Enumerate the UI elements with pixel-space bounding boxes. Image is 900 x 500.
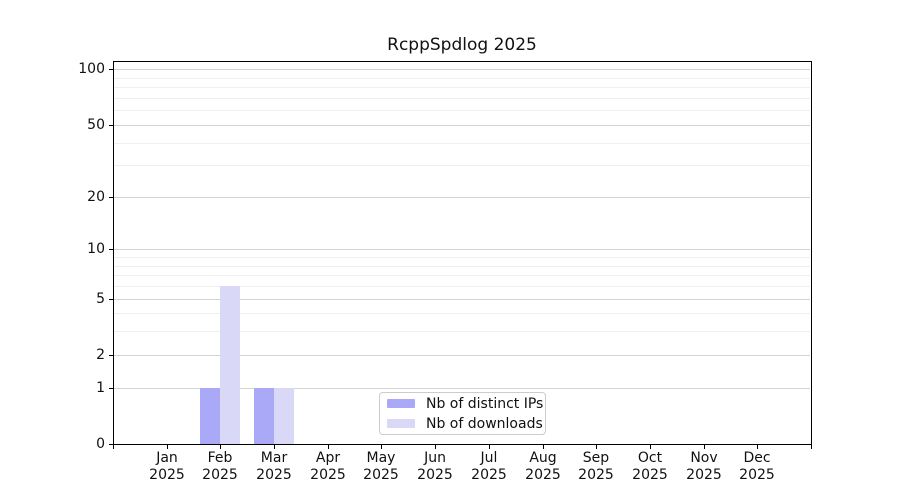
- x-tick: [328, 445, 329, 449]
- legend-swatch-downloads-icon: [387, 419, 415, 428]
- x-tick-label-may: May 2025: [363, 450, 399, 483]
- gridline-minor-90: [114, 78, 810, 79]
- bar-downloads-mar: [274, 388, 294, 444]
- gridline-minor-6: [114, 286, 810, 287]
- x-tick: [381, 445, 382, 449]
- x-tick: [220, 445, 221, 449]
- x-tick-label-nov: Nov 2025: [686, 450, 722, 483]
- x-tick: [489, 445, 490, 449]
- y-tick: [109, 197, 113, 198]
- y-tick-label-50: 50: [87, 117, 105, 133]
- y-tick: [109, 444, 113, 445]
- y-tick: [109, 125, 113, 126]
- gridline-minor-40: [114, 143, 810, 144]
- gridline-minor-3: [114, 331, 810, 332]
- x-tick-label-jan: Jan 2025: [149, 450, 185, 483]
- x-tick: [543, 445, 544, 449]
- gridline-minor-7: [114, 275, 810, 276]
- gridline-major-100: [114, 69, 810, 70]
- legend: Nb of distinct IPs Nb of downloads: [379, 392, 546, 435]
- bar-downloads-feb: [220, 286, 240, 444]
- y-tick-label-20: 20: [87, 189, 105, 205]
- x-tick-label-oct: Oct 2025: [632, 450, 668, 483]
- x-tick: [435, 445, 436, 449]
- legend-item-downloads: Nb of downloads: [387, 415, 543, 433]
- chart-title: RcppSpdlog 2025: [387, 35, 537, 55]
- x-tick-label-jul: Jul 2025: [471, 450, 507, 483]
- y-tick-label-10: 10: [87, 241, 105, 257]
- gridline-major-1: [114, 388, 810, 389]
- x-tick: [650, 445, 651, 449]
- x-tick-label-aug: Aug 2025: [525, 450, 561, 483]
- x-tick-label-mar: Mar 2025: [256, 450, 292, 483]
- y-tick: [109, 388, 113, 389]
- gridline-minor-70: [114, 98, 810, 99]
- x-tick: [811, 445, 812, 449]
- gridline-major-10: [114, 249, 810, 250]
- x-tick-label-sep: Sep 2025: [578, 450, 614, 483]
- gridline-major-50: [114, 125, 810, 126]
- y-tick: [109, 249, 113, 250]
- x-tick: [113, 445, 114, 449]
- y-tick-label-0: 0: [96, 436, 105, 452]
- x-tick: [596, 445, 597, 449]
- x-tick: [274, 445, 275, 449]
- gridline-minor-9: [114, 257, 810, 258]
- gridline-major-5: [114, 299, 810, 300]
- gridline-minor-60: [114, 110, 810, 111]
- x-tick: [167, 445, 168, 449]
- y-tick-label-1: 1: [96, 380, 105, 396]
- plot-area: [113, 61, 812, 445]
- bar-distinct-ips-mar: [254, 388, 274, 444]
- legend-swatch-distinct-ips-icon: [387, 399, 415, 408]
- gridline-major-20: [114, 197, 810, 198]
- x-tick: [757, 445, 758, 449]
- gridline-minor-4: [114, 313, 810, 314]
- gridline-major-2: [114, 355, 810, 356]
- gridline-minor-8: [114, 266, 810, 267]
- gridline-minor-80: [114, 87, 810, 88]
- legend-item-distinct-ips: Nb of distinct IPs: [387, 395, 543, 413]
- y-tick-label-100: 100: [78, 61, 105, 77]
- legend-label-distinct-ips: Nb of distinct IPs: [426, 395, 544, 412]
- gridline-minor-30: [114, 165, 810, 166]
- y-tick: [109, 355, 113, 356]
- bar-distinct-ips-feb: [200, 388, 220, 444]
- y-tick-label-5: 5: [96, 291, 105, 307]
- y-tick: [109, 69, 113, 70]
- x-tick-label-jun: Jun 2025: [417, 450, 453, 483]
- y-tick-label-2: 2: [96, 347, 105, 363]
- x-tick-label-apr: Apr 2025: [310, 450, 346, 483]
- legend-label-downloads: Nb of downloads: [426, 415, 543, 432]
- x-tick-label-feb: Feb 2025: [202, 450, 238, 483]
- x-tick: [704, 445, 705, 449]
- x-tick-label-dec: Dec 2025: [739, 450, 775, 483]
- y-tick: [109, 299, 113, 300]
